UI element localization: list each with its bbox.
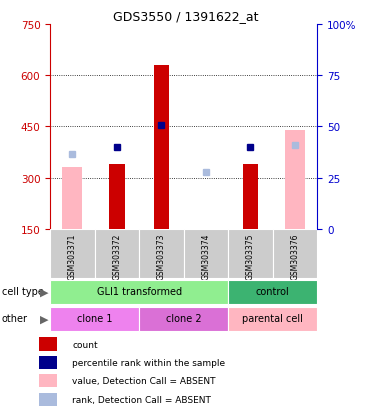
Bar <box>243 164 258 229</box>
Bar <box>39 338 58 351</box>
Bar <box>228 229 273 279</box>
Text: percentile rank within the sample: percentile rank within the sample <box>72 358 225 367</box>
Text: GDS3550 / 1391622_at: GDS3550 / 1391622_at <box>113 10 258 23</box>
Text: parental cell: parental cell <box>242 313 303 323</box>
Bar <box>139 229 184 279</box>
Text: GSM303371: GSM303371 <box>68 233 77 280</box>
Text: cell type: cell type <box>2 287 44 297</box>
Bar <box>228 280 317 304</box>
Text: ▶: ▶ <box>40 313 48 323</box>
Text: GSM303375: GSM303375 <box>246 233 255 280</box>
Text: other: other <box>2 313 28 323</box>
Bar <box>39 393 58 406</box>
Text: value, Detection Call = ABSENT: value, Detection Call = ABSENT <box>72 377 216 385</box>
Bar <box>109 164 125 229</box>
Text: clone 1: clone 1 <box>77 313 112 323</box>
Text: control: control <box>256 287 289 297</box>
Text: count: count <box>72 340 98 349</box>
Text: GSM303373: GSM303373 <box>157 233 166 280</box>
Bar <box>50 229 95 279</box>
Bar <box>184 229 228 279</box>
Text: clone 2: clone 2 <box>166 313 201 323</box>
Bar <box>62 168 82 229</box>
Text: GSM303376: GSM303376 <box>290 233 299 280</box>
Bar <box>39 356 58 369</box>
Bar <box>50 280 228 304</box>
Bar <box>50 307 139 331</box>
Text: GSM303372: GSM303372 <box>112 233 121 280</box>
Bar <box>95 229 139 279</box>
Bar <box>39 375 58 387</box>
Text: GSM303374: GSM303374 <box>201 233 210 280</box>
Bar <box>139 307 228 331</box>
Bar <box>228 307 317 331</box>
Bar <box>285 131 305 229</box>
Text: GLI1 transformed: GLI1 transformed <box>96 287 182 297</box>
Text: ▶: ▶ <box>40 287 48 297</box>
Bar <box>154 66 169 229</box>
Bar <box>273 229 317 279</box>
Text: rank, Detection Call = ABSENT: rank, Detection Call = ABSENT <box>72 395 211 404</box>
